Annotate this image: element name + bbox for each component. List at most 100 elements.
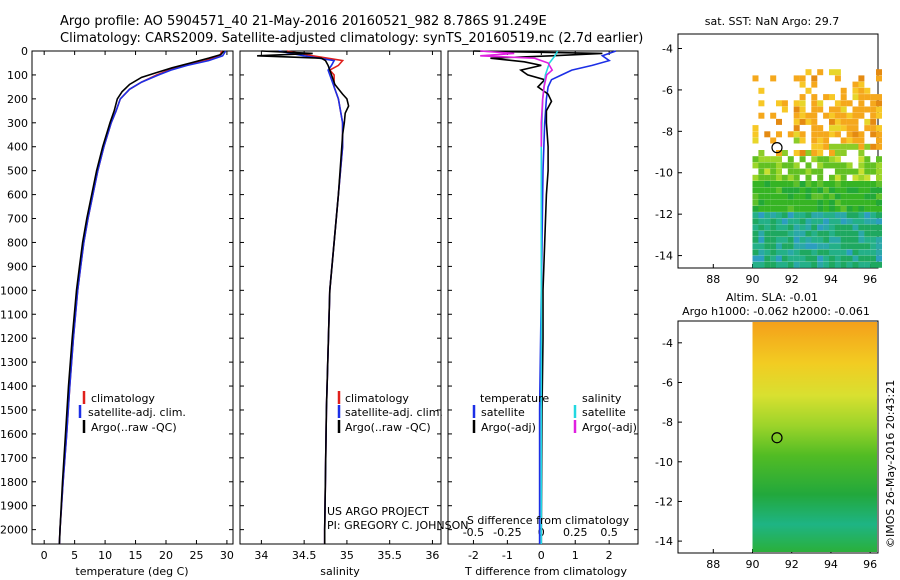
sst-cell — [817, 125, 824, 132]
sst-cell — [870, 125, 877, 132]
sst-cell — [781, 100, 788, 107]
y-tick-label: 2000 — [0, 524, 28, 537]
sst-cell — [852, 193, 859, 200]
sst-cell — [823, 156, 830, 163]
sst-cell — [840, 181, 847, 187]
sst-cell — [834, 205, 841, 212]
sst-cell — [876, 69, 882, 76]
sst-cell — [799, 249, 806, 256]
map-y-tick-label: -12 — [655, 495, 673, 508]
sst-cell — [840, 162, 847, 169]
sst-cell — [770, 75, 777, 82]
sst-cell — [817, 205, 824, 212]
sst-cell — [870, 168, 877, 175]
sst-cell — [823, 187, 830, 194]
sst-cell — [781, 255, 788, 262]
sst-cell — [758, 181, 765, 187]
sst-cell — [770, 181, 777, 187]
x-tick-label: -2 — [468, 549, 479, 562]
sst-cell — [776, 243, 782, 250]
sst-cell — [846, 224, 853, 231]
sst-cell — [840, 106, 847, 113]
y-tick-label: 600 — [7, 189, 28, 202]
sst-cell — [846, 168, 853, 175]
sst-cell — [823, 143, 830, 150]
sla-map-frame — [677, 320, 879, 554]
difference-x2label: S difference from climatology — [467, 514, 630, 527]
sst-cell — [799, 168, 806, 175]
sst-cell — [840, 187, 847, 194]
sst-cell — [787, 199, 794, 206]
sst-cell — [858, 255, 865, 262]
sst-cell — [834, 106, 841, 113]
sst-cell — [840, 205, 847, 212]
sst-cell — [764, 193, 771, 200]
sst-cell — [805, 112, 812, 119]
sst-cell — [852, 243, 859, 250]
sst-cell — [811, 224, 818, 231]
sst-cell — [811, 94, 818, 101]
sst-cell — [805, 255, 812, 262]
sst-cell — [817, 236, 824, 243]
sst-cell — [787, 168, 794, 175]
sst-cell — [858, 156, 865, 163]
sst-cell — [852, 249, 859, 256]
sst-cell — [764, 218, 771, 225]
legend-temperature-title: temperature — [480, 392, 549, 405]
sst-cell — [793, 199, 800, 206]
sst-cell — [823, 224, 830, 231]
sal-climatology-line — [286, 50, 345, 544]
sst-cell — [770, 261, 777, 268]
sst-cell — [805, 181, 812, 187]
sst-cell — [752, 174, 759, 181]
sst-cell — [829, 224, 835, 231]
sst-cell — [840, 193, 847, 200]
temp-satellite-line — [58, 50, 227, 545]
sst-cell — [876, 187, 882, 194]
sst-cell — [840, 255, 847, 262]
sst-cell — [770, 199, 777, 206]
sst-cell — [805, 236, 812, 243]
sst-cell — [770, 156, 777, 163]
x-tick-label: 36 — [425, 549, 439, 562]
sst-cell — [781, 224, 788, 231]
sst-cell — [829, 236, 835, 243]
sst-cell — [829, 174, 835, 181]
sst-cell — [864, 106, 871, 113]
sst-cell — [858, 87, 865, 94]
sst-cell — [864, 261, 871, 268]
sst-cell — [770, 230, 777, 237]
sst-cell — [817, 243, 824, 250]
pi-annotation: PI: GREGORY C. JOHNSON — [327, 519, 468, 532]
sst-cell — [870, 162, 877, 169]
x-tick-label: 35 — [340, 549, 354, 562]
legend-label-s-sat: satellite — [582, 406, 626, 419]
y-tick-label: 700 — [7, 213, 28, 226]
sst-cell — [764, 162, 771, 169]
sst-cell — [846, 243, 853, 250]
sst-cell — [781, 187, 788, 194]
sst-cell — [852, 174, 859, 181]
sst-cell — [829, 261, 835, 268]
sst-cell — [846, 131, 853, 138]
sst-cell — [870, 261, 877, 268]
map-y-tick-label: -4 — [662, 337, 673, 350]
sst-cell — [834, 261, 841, 268]
sst-cell — [793, 243, 800, 250]
sst-cell — [829, 150, 835, 156]
sst-cell — [805, 174, 812, 181]
sst-cell — [846, 236, 853, 243]
sst-cell — [823, 181, 830, 187]
sst-cell — [864, 94, 871, 101]
sst-cell — [770, 174, 777, 181]
sst-cell — [870, 181, 877, 187]
sst-cell — [864, 199, 871, 206]
sst-cell — [829, 205, 835, 212]
sst-cell — [805, 261, 812, 268]
sst-cell — [840, 218, 847, 225]
sst-cell — [787, 261, 794, 268]
sst-cell — [799, 94, 806, 101]
sst-cell — [805, 150, 812, 156]
sst-cell — [764, 181, 771, 187]
sst-cell — [858, 243, 865, 250]
